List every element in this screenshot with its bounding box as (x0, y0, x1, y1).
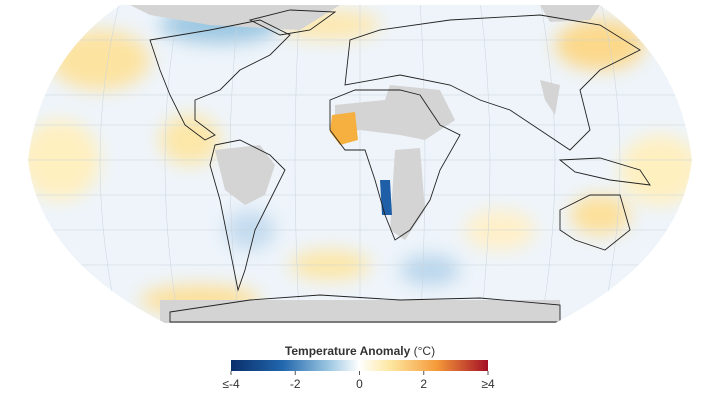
legend-title-text: Temperature Anomaly (285, 344, 411, 358)
tick-label: -2 (290, 377, 301, 391)
legend-unit: (°C) (414, 344, 435, 358)
map (28, 5, 692, 323)
tick-label: 0 (356, 377, 363, 391)
cold-patch (380, 180, 392, 215)
tick-label: ≥4 (481, 377, 495, 391)
tick-label: ≤-4 (222, 377, 240, 391)
tick-label: 2 (420, 377, 427, 391)
warm-patch (330, 112, 358, 145)
coastlines (149, 9, 651, 323)
no-data (130, 5, 600, 323)
legend-title: Temperature Anomaly (°C) (285, 344, 435, 358)
colorbar (231, 360, 488, 371)
graticule (28, 5, 692, 323)
